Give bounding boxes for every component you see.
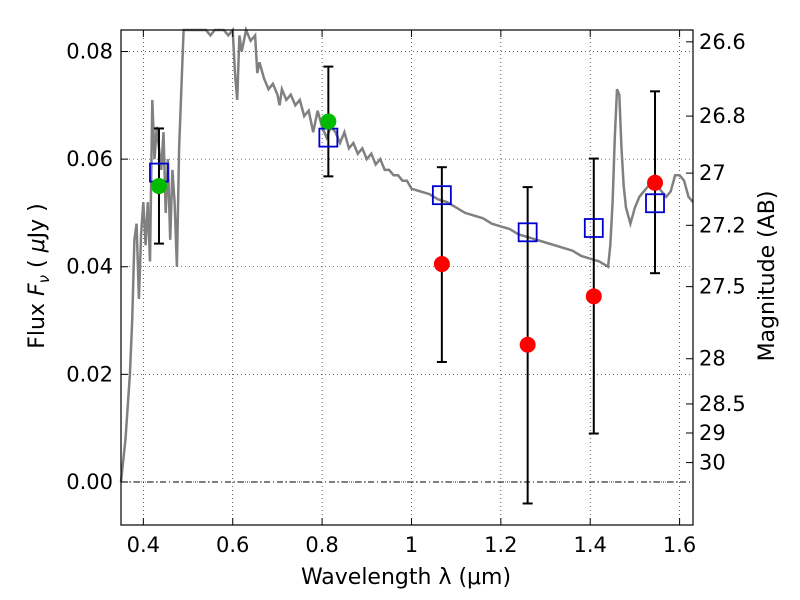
y-tick-label: 0.00 bbox=[66, 470, 113, 494]
plot-clip-group bbox=[119, 25, 694, 505]
y2-tick-label: 26.6 bbox=[699, 30, 746, 54]
detection-point bbox=[647, 174, 664, 191]
y2-tick-label: 29 bbox=[699, 421, 726, 445]
detection-point bbox=[150, 178, 167, 195]
y2-axis-ticks: 26.6 26.8 27 27.2 27.5 28 28.5 29 30 bbox=[686, 30, 746, 475]
x-tick-label: 1.6 bbox=[663, 533, 696, 557]
y-axis-title-part: Flux bbox=[25, 296, 50, 349]
x-tick-label: 0.4 bbox=[127, 533, 160, 557]
y2-tick-label: 27.2 bbox=[699, 213, 746, 237]
x-tick-label: 0.8 bbox=[305, 533, 338, 557]
x-tick-label: 1 bbox=[405, 533, 418, 557]
x-axis-title: Wavelength λ (μm) bbox=[301, 565, 511, 590]
y-tick-label: 0.06 bbox=[66, 147, 113, 171]
y2-tick-label: 27.5 bbox=[699, 275, 746, 299]
x-tick-label: 0.6 bbox=[216, 533, 249, 557]
sed-curve bbox=[119, 25, 694, 483]
y-tick-label: 0.02 bbox=[66, 362, 113, 386]
model-point bbox=[583, 218, 604, 238]
model-point bbox=[645, 193, 665, 214]
y2-tick-label: 26.8 bbox=[699, 104, 746, 128]
grid-layer bbox=[121, 30, 693, 525]
y2-tick-label: 28.5 bbox=[699, 392, 746, 416]
y-axis-title-part: F bbox=[25, 283, 50, 296]
model-point bbox=[431, 185, 452, 206]
x-tick-label: 1.2 bbox=[484, 533, 517, 557]
model-point bbox=[517, 222, 538, 243]
detection-point bbox=[320, 113, 337, 130]
detections-layer bbox=[150, 113, 664, 353]
plot-frame bbox=[120, 29, 694, 526]
y-axis-title-part: ν bbox=[35, 275, 53, 283]
y-axis-title-part: Jy ) bbox=[25, 203, 50, 240]
y-axis-title-part: μ bbox=[25, 238, 50, 253]
y2-tick-label: 27 bbox=[699, 161, 726, 185]
x-tick-label: 1.4 bbox=[574, 533, 607, 557]
y2-tick-label: 30 bbox=[699, 451, 726, 475]
detection-point bbox=[519, 336, 536, 353]
y-axis-title: Flux Fν ( μJy ) bbox=[25, 203, 53, 348]
detection-point bbox=[433, 256, 450, 273]
x-axis-ticks: 0.4 0.6 0.8 1 1.2 1.4 1.6 bbox=[127, 30, 696, 557]
y2-tick-label: 28 bbox=[699, 347, 726, 371]
y-tick-label: 0.04 bbox=[66, 255, 113, 279]
y-axis-ticks: 0.00 0.02 0.04 0.06 0.08 bbox=[66, 40, 128, 494]
y-tick-label: 0.08 bbox=[66, 40, 113, 64]
y-axis-title-part: ( bbox=[25, 252, 50, 275]
model-points-layer bbox=[149, 127, 665, 243]
errorbars-layer bbox=[153, 65, 661, 505]
y2-axis-title: Magnitude (AB) bbox=[755, 191, 780, 362]
detection-point bbox=[585, 288, 602, 305]
